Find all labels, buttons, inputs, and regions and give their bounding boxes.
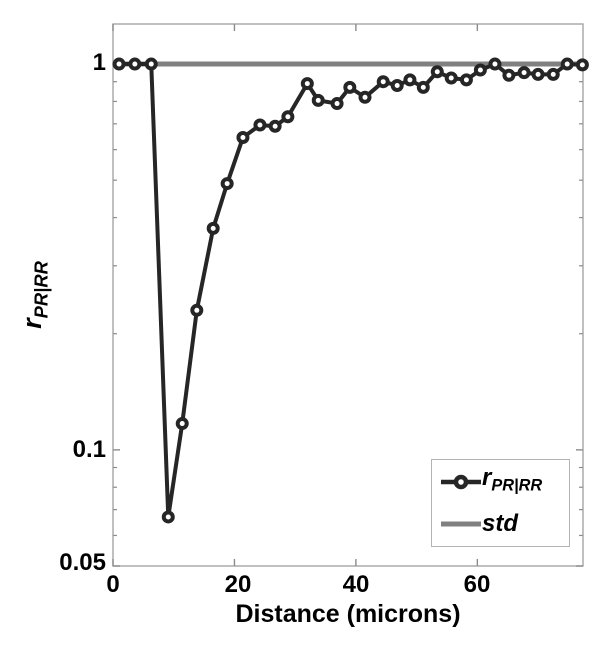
legend-label-rprrr: rPR|RR bbox=[482, 464, 543, 495]
y-tick-label-0.1: 0.1 bbox=[72, 436, 106, 463]
x-axis-label: Distance (microns) bbox=[235, 600, 461, 628]
y-axis-label-subscript: PR|RR bbox=[30, 261, 52, 319]
x-tick-label-40: 40 bbox=[342, 571, 370, 598]
legend-label-std: std bbox=[482, 510, 518, 537]
y-axis-label: rPR|RR bbox=[12, 215, 52, 375]
y-tick-label-1: 1 bbox=[92, 49, 106, 76]
x-tick-label-60: 60 bbox=[463, 571, 491, 598]
x-tick-label-20: 20 bbox=[224, 571, 252, 598]
legend-entry-rprrr: rPR|RR bbox=[440, 463, 569, 501]
y-axis-label-base: r bbox=[17, 318, 47, 329]
legend-box: rPR|RR std bbox=[431, 459, 570, 547]
legend-label-rprrr-subscript: PR|RR bbox=[491, 476, 543, 495]
legend-line-icon bbox=[441, 521, 481, 527]
x-tick-label-0: 0 bbox=[106, 571, 120, 598]
legend-line-marker-icon bbox=[441, 474, 481, 490]
legend-entry-std: std bbox=[440, 505, 569, 543]
y-tick-label-0.05: 0.05 bbox=[59, 549, 106, 576]
